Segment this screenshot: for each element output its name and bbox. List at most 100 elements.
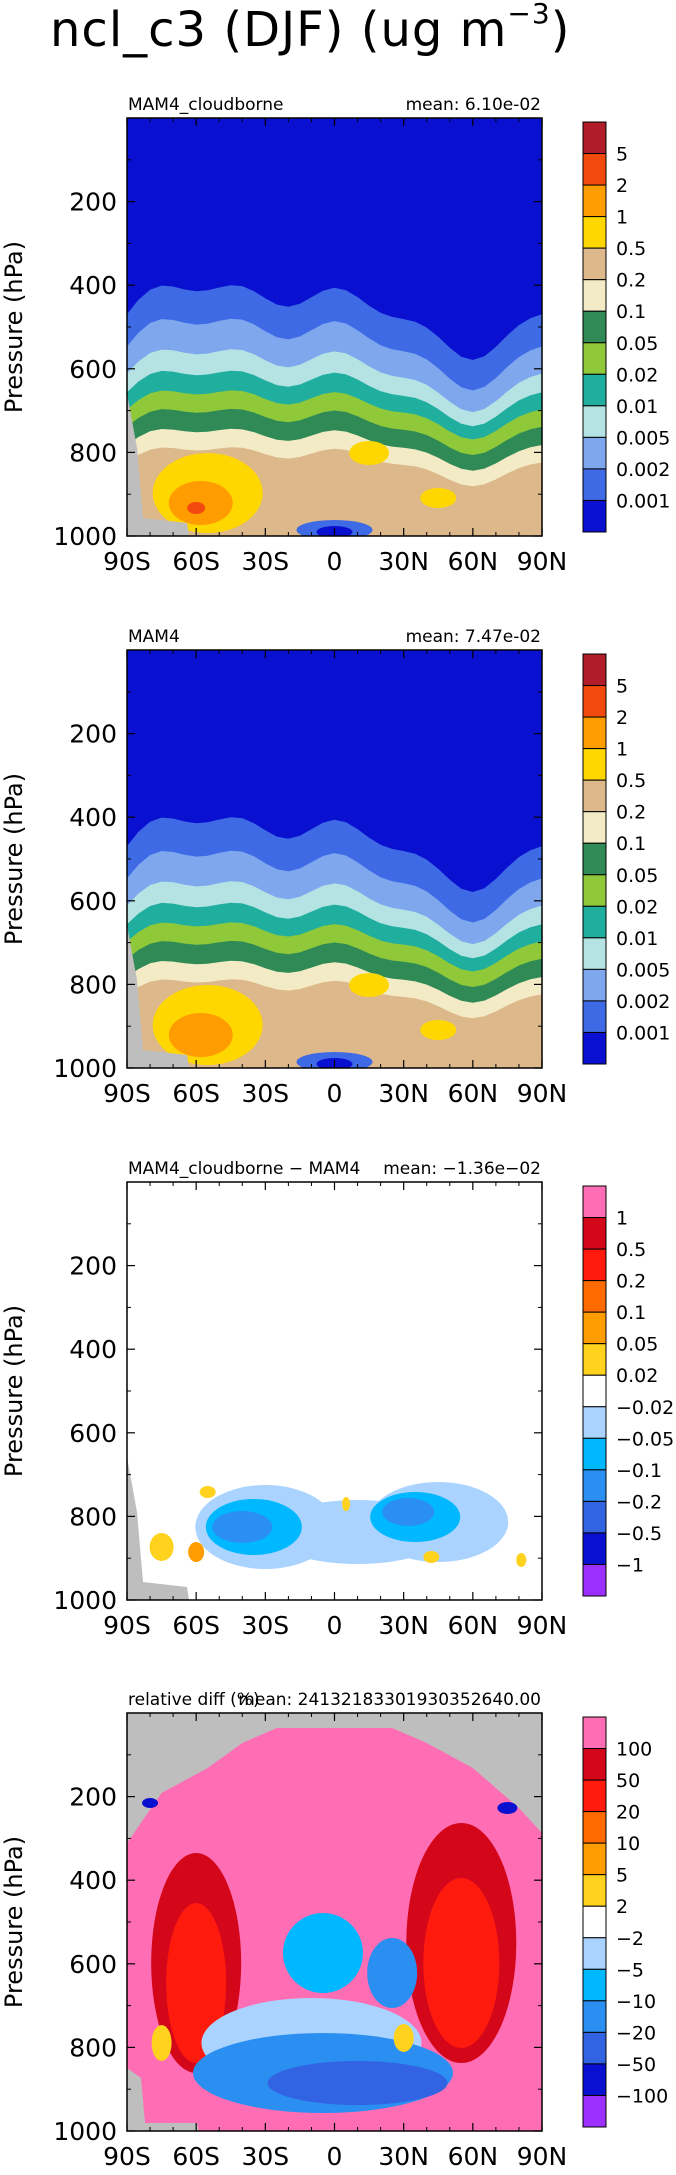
colorbar-label: 0.1 <box>616 833 646 855</box>
panel-title-left: relative diff (%) <box>128 1690 260 1710</box>
colorbar-swatch <box>582 874 607 907</box>
colorbar-label: 0.01 <box>616 396 658 418</box>
colorbar-swatch <box>582 937 607 970</box>
colorbar-label: 0.2 <box>616 802 646 824</box>
ytick-label: 200 <box>69 1783 117 1812</box>
panel-title-right: mean: 24132183301930352640.00 <box>238 1690 541 1710</box>
colorbar-swatch <box>582 1280 607 1313</box>
colorbar-swatch <box>582 1500 607 1534</box>
colorbar-swatch <box>582 184 607 218</box>
colorbar-label: −1 <box>616 1554 644 1576</box>
xtick-label: 90N <box>517 547 568 576</box>
ytick-label: 800 <box>69 970 117 999</box>
colorbar-swatch <box>582 1748 607 1781</box>
colorbar-swatch <box>582 310 607 344</box>
colorbar-label: 0.005 <box>616 427 670 449</box>
colorbar-swatch <box>582 1811 607 1844</box>
colorbar-swatch <box>582 405 607 438</box>
ytick-label: 800 <box>69 438 117 467</box>
ytick-label: 400 <box>69 803 117 832</box>
colorbar-label: 0.001 <box>616 1022 670 1044</box>
colorbar-label: 0.01 <box>616 928 658 950</box>
colorbar-label: 0.05 <box>616 333 658 355</box>
ytick-label: 400 <box>69 1866 117 1895</box>
colorbar-swatch <box>582 1469 607 1502</box>
colorbar-swatch <box>582 1406 607 1439</box>
ytick-label: 1000 <box>53 1054 117 1083</box>
contour-core-red <box>187 502 206 514</box>
contour-darkblue-spot-2 <box>497 1802 518 1814</box>
colorbar-swatch <box>582 716 607 750</box>
xtick-label: 90S <box>103 1611 151 1640</box>
xtick-label: 90S <box>103 547 151 576</box>
colorbar: 100 50 20 10 5 2 −2 −5 −10 −20 −50 −100 <box>582 1716 668 2128</box>
colorbar-swatch <box>582 2063 607 2096</box>
xtick-label: 90N <box>517 1611 568 1640</box>
ytick-label: 600 <box>69 1950 117 1979</box>
xtick-label: 90S <box>103 1079 151 1108</box>
colorbar-label: 100 <box>616 1739 652 1761</box>
colorbar-swatch <box>582 1563 607 1597</box>
contour-core-orange <box>168 1013 233 1057</box>
colorbar: 5 2 1 0.5 0.2 0.1 0.05 0.02 0.01 0.005 0.002 0.001 <box>582 121 670 533</box>
ytick-label: 600 <box>69 887 117 916</box>
panel-title-left: MAM4_cloudborne <box>128 95 283 115</box>
colorbar-label: 0.02 <box>616 364 658 386</box>
colorbar-swatch <box>582 2031 607 2065</box>
xtick-label: 90N <box>517 1079 568 1108</box>
colorbar-swatch <box>582 1716 607 1750</box>
xtick-label: 60N <box>448 1611 499 1640</box>
xtick-label: 30N <box>378 547 429 576</box>
xtick-label: 0 <box>327 2142 343 2171</box>
colorbar: 5 2 1 0.5 0.2 0.1 0.05 0.02 0.01 0.005 0.002 0.001 <box>582 653 670 1065</box>
figure-title-text: ncl_c3 (DJF) (ug m <box>50 2 508 58</box>
colorbar-swatch <box>582 499 607 533</box>
colorbar-swatch <box>582 1031 607 1065</box>
colorbar-swatch <box>582 968 607 1002</box>
colorbar-label: 5 <box>616 676 628 698</box>
colorbar-label: 1 <box>616 1208 628 1230</box>
colorbar-swatch <box>582 247 607 281</box>
colorbar-swatch <box>582 1343 607 1376</box>
contour-blue-tropics <box>282 1913 363 1993</box>
colorbar-label: 0.02 <box>616 896 658 918</box>
colorbar-swatch <box>582 216 607 249</box>
contour-blue-tropics-2 <box>367 1938 418 2008</box>
xtick-label: 60S <box>172 547 220 576</box>
colorbar-label: 5 <box>616 144 628 166</box>
contour-pos-spot-4 <box>342 1497 351 1511</box>
contour-yellow-spot <box>151 2025 172 2061</box>
ytick-label: 600 <box>69 355 117 384</box>
xtick-label: 30S <box>241 1611 289 1640</box>
y-axis-label: Pressure (hPa) <box>0 1305 28 1477</box>
xtick-label: 30N <box>378 2142 429 2171</box>
colorbar-swatch <box>582 121 607 155</box>
colorbar-swatch <box>582 842 607 876</box>
y-axis-label: Pressure (hPa) <box>0 1836 28 2008</box>
colorbar-label: −5 <box>616 1959 644 1981</box>
panel-1-field <box>127 118 542 536</box>
colorbar-label: 0.5 <box>616 1239 646 1261</box>
ytick-label: 1000 <box>53 522 117 551</box>
colorbar-swatch <box>582 1000 607 1033</box>
colorbar-swatch <box>582 1374 607 1408</box>
xtick-label: 60N <box>448 2142 499 2171</box>
contour-core-yellow-nh2 <box>420 1020 457 1040</box>
colorbar-swatch <box>582 1779 607 1813</box>
panel-2: MAM4 mean: 7.47e-02 200 400 600 800 1000 Pressu… <box>0 627 670 1108</box>
contour-core-yellow-nh <box>349 973 390 997</box>
contour-red-nh <box>423 1878 500 2048</box>
contour-core-yellow-nh2 <box>420 488 457 508</box>
figure-title-close: ) <box>550 2 571 58</box>
colorbar-label: 0.1 <box>616 1302 646 1324</box>
panel-2-field <box>127 650 542 1068</box>
xtick-label: 90N <box>517 2142 568 2171</box>
colorbar-label: 0.2 <box>616 1271 646 1293</box>
ytick-label: 800 <box>69 2033 117 2062</box>
contour-neg-strong <box>212 1511 273 1543</box>
xtick-label: 30S <box>241 2142 289 2171</box>
colorbar-label: 2 <box>616 175 628 197</box>
colorbar-swatch <box>582 1248 607 1282</box>
figure-title-units-exponent: −3 <box>507 0 551 30</box>
